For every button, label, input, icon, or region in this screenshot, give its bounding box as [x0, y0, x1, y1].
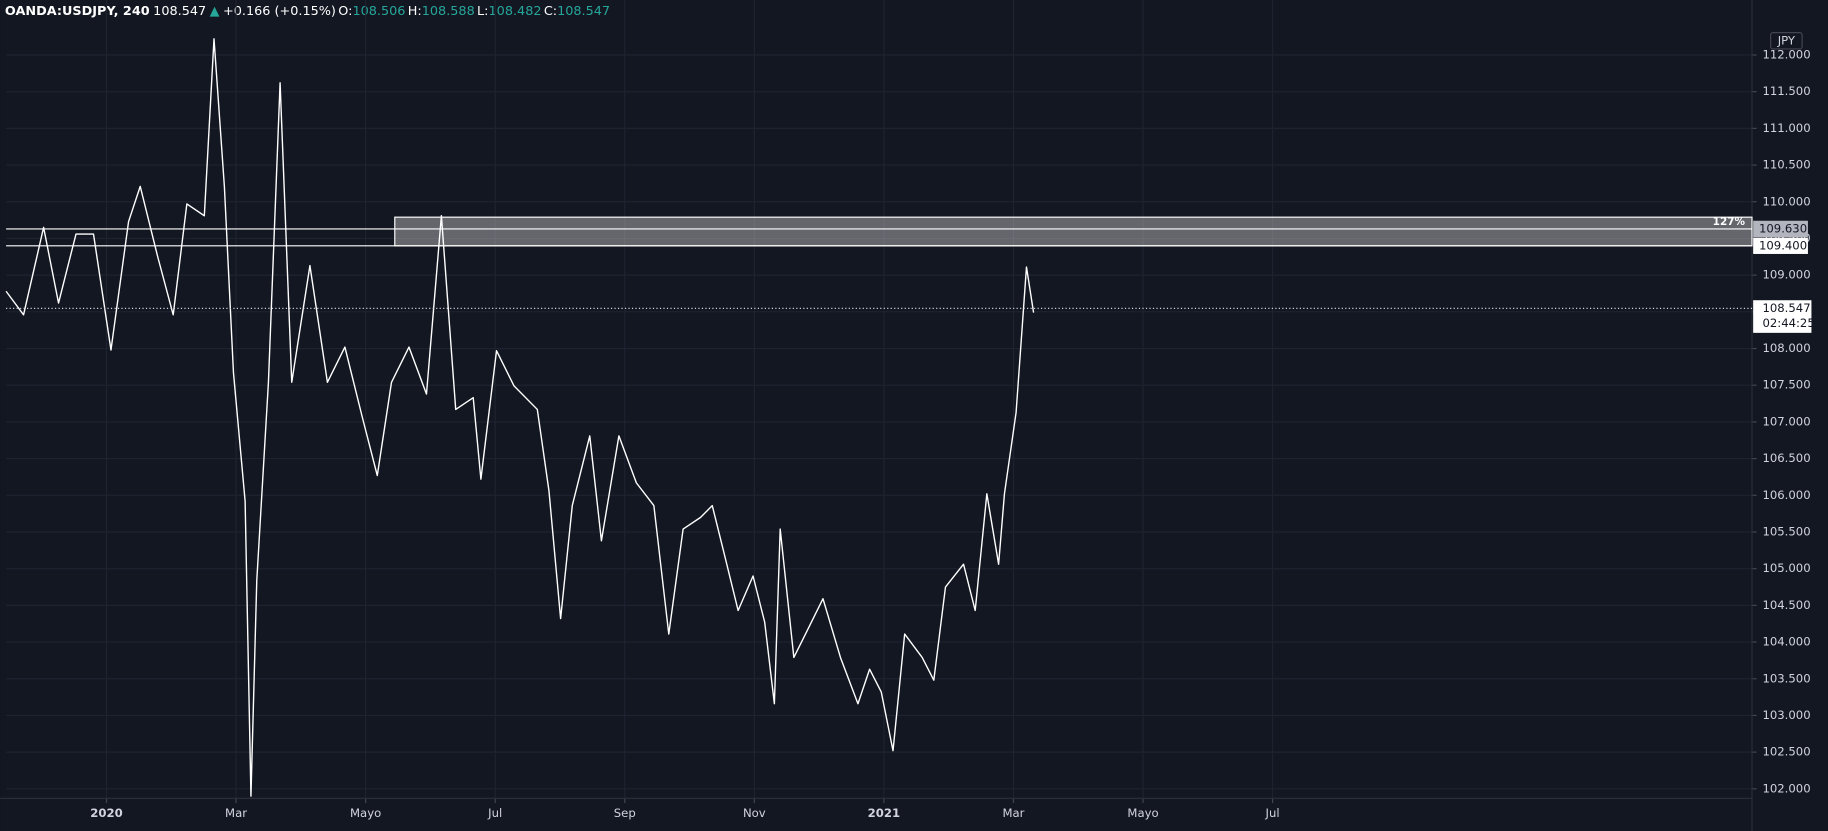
currency-box — [1770, 32, 1803, 50]
y-tick-label: 104.000 — [1762, 635, 1810, 649]
ohlc-key: H: — [408, 4, 422, 19]
y-tick-label: 111.000 — [1762, 121, 1810, 135]
arrow: ▲ — [210, 4, 220, 19]
x-tick-label: Nov — [743, 806, 766, 820]
y-tick-label: 107.500 — [1762, 378, 1810, 392]
x-tick-label: Mar — [1002, 806, 1024, 820]
currency: JPY — [1777, 33, 1796, 47]
y-tick-label: 107.000 — [1762, 414, 1810, 428]
ohlc-value: 108.588 — [422, 4, 475, 19]
zone-label: 127% — [1713, 216, 1746, 228]
change: +0.166 (+0.15%) — [223, 4, 336, 19]
ohlc-key: C: — [544, 4, 557, 19]
symbol: OANDA:USDJPY, 240 — [5, 4, 150, 19]
ohlc-key: O: — [338, 4, 352, 19]
x-tick-label: 2021 — [868, 806, 900, 820]
level-badge — [1753, 220, 1808, 238]
legend: OANDA:USDJPY, 240 108.547 ▲ +0.166 (+0.15%)… — [5, 4, 610, 19]
y-tick-label: 109.000 — [1762, 268, 1810, 282]
countdown: 02:44:25 — [1762, 316, 1814, 330]
y-tick-label: 103.500 — [1762, 671, 1810, 685]
x-tick-label: Jul — [487, 806, 502, 820]
y-tick-label: 106.500 — [1762, 451, 1810, 465]
x-tick-label: Mar — [225, 806, 247, 820]
y-tick-label: 105.000 — [1762, 561, 1810, 575]
y-tick-label: 111.500 — [1762, 84, 1810, 98]
x-tick-label: 2020 — [90, 806, 122, 820]
price-line — [5, 38, 1035, 797]
y-tick-label: 102.500 — [1762, 745, 1810, 759]
y-tick-label: 110.500 — [1762, 158, 1810, 172]
ohlc-value: 108.506 — [352, 4, 405, 19]
y-tick-label: 105.500 — [1762, 524, 1810, 538]
y-tick-label: 106.000 — [1762, 488, 1810, 502]
x-tick-label: Mayo — [1127, 806, 1158, 820]
level-label: 109.630 — [1759, 221, 1807, 235]
level-badge — [1753, 237, 1808, 254]
y-tick-label: 110.000 — [1762, 194, 1810, 208]
level-label: 109.400 — [1759, 238, 1807, 252]
y-tick-label: 102.000 — [1762, 781, 1810, 795]
last-price: 108.547 — [153, 4, 206, 19]
y-tick-label: 103.000 — [1762, 708, 1810, 722]
y-tick-label: 112.000 — [1762, 47, 1810, 61]
y-tick-label: 108.000 — [1762, 341, 1810, 355]
zone — [394, 216, 1753, 247]
x-tick-label: Sep — [614, 806, 636, 820]
ohlc-key: L: — [477, 4, 488, 19]
ohlc-value: 108.547 — [557, 4, 610, 19]
last-price-badge — [1753, 300, 1812, 333]
y-tick-label: 104.500 — [1762, 598, 1810, 612]
ohlc-value: 108.482 — [489, 4, 542, 19]
x-tick-label: Mayo — [350, 806, 381, 820]
last-price-label: 108.547 — [1762, 301, 1810, 315]
x-tick-label: Jul — [1265, 806, 1280, 820]
